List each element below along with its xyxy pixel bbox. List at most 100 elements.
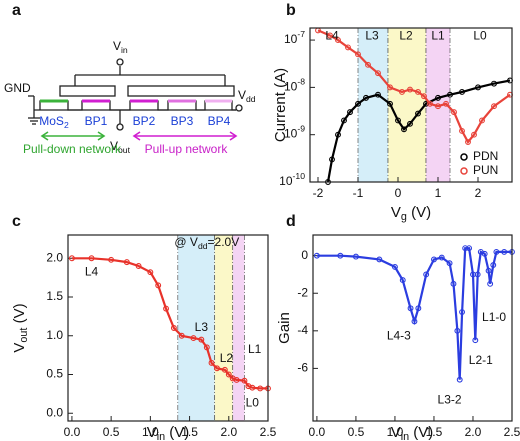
point	[355, 51, 361, 58]
annotation: L4	[325, 29, 339, 43]
point	[190, 335, 197, 342]
legend-marker	[460, 167, 468, 175]
point	[465, 139, 471, 145]
point	[387, 100, 393, 107]
point	[375, 70, 381, 77]
point	[474, 271, 481, 278]
band	[388, 28, 426, 182]
y-tick-label: 1.0	[46, 328, 63, 342]
point	[487, 280, 494, 287]
legend-marker	[460, 153, 468, 161]
point	[327, 32, 333, 39]
point	[178, 332, 185, 339]
point	[147, 269, 154, 276]
y-tick-label: 0.0	[46, 405, 63, 419]
annotation: L4	[85, 264, 99, 278]
point	[241, 377, 248, 384]
point	[363, 94, 369, 101]
point	[459, 89, 465, 95]
point	[329, 156, 335, 163]
point	[375, 91, 381, 98]
channel-label: BP2	[133, 114, 156, 128]
point	[335, 131, 341, 138]
point	[421, 93, 427, 100]
point	[225, 371, 232, 378]
point	[170, 325, 177, 331]
point	[479, 117, 485, 124]
point	[443, 100, 449, 107]
point	[399, 277, 406, 284]
y-tick-label: 10-10​	[279, 171, 305, 188]
point	[395, 117, 401, 124]
x-tick-label: 1	[435, 186, 442, 200]
annotation: L0	[473, 29, 487, 43]
point	[450, 280, 457, 287]
point	[475, 84, 481, 91]
x-tick-label: 0.0	[64, 425, 81, 439]
y-axis-label: Gain	[276, 312, 293, 344]
point	[341, 117, 347, 124]
y-tick-label: 10-8​	[284, 77, 305, 94]
point	[472, 337, 479, 344]
panel-label: a	[12, 2, 21, 19]
point	[345, 44, 351, 51]
channel-label: BP4	[208, 114, 231, 128]
x-tick-label: 1.5	[426, 425, 443, 439]
point	[415, 110, 421, 117]
point	[451, 109, 457, 116]
point	[203, 344, 210, 351]
point	[493, 248, 500, 255]
point	[123, 259, 130, 266]
band	[214, 235, 233, 421]
point	[415, 89, 421, 95]
vin-label: Vin​	[113, 39, 128, 55]
point	[490, 262, 497, 269]
x-axis-label: Vg (V)	[391, 204, 431, 223]
band	[358, 28, 388, 182]
point	[208, 359, 215, 366]
point	[485, 267, 492, 274]
channel-label: BP3	[171, 114, 194, 128]
point	[155, 282, 162, 289]
x-tick-label: 0.0	[309, 425, 326, 439]
vdd-label: Vdd​	[238, 88, 256, 104]
x-axis-label: Vin (V)	[391, 424, 434, 441]
x-tick-label: 1.5	[181, 425, 198, 439]
x-tick-label: 1.0	[142, 425, 159, 439]
point	[435, 103, 441, 110]
y-tick-label: 1.5	[46, 289, 63, 303]
annotation: L4-3	[387, 329, 411, 343]
point	[462, 245, 469, 252]
point	[88, 255, 95, 262]
x-tick-label: 2.0	[465, 425, 482, 439]
y-tick-label: 10-7​	[284, 29, 305, 46]
circuit-diagram	[28, 58, 243, 141]
point	[466, 245, 473, 252]
point	[365, 61, 371, 68]
x-tick-label: 2	[475, 186, 482, 200]
point	[446, 260, 453, 267]
point	[415, 305, 422, 312]
pull-down-label: Pull-down network	[23, 142, 122, 156]
x-tick-label: 2.5	[260, 425, 277, 439]
band	[177, 235, 215, 421]
point	[399, 89, 405, 95]
point	[221, 366, 228, 373]
point	[435, 94, 441, 101]
x-tick-label: 1.0	[387, 425, 404, 439]
x-tick-label: -1	[353, 186, 364, 200]
point	[391, 263, 398, 270]
point	[163, 305, 169, 312]
y-tick-label: 0.5	[46, 367, 63, 381]
point	[431, 256, 437, 263]
x-tick-label: 2.5	[504, 425, 520, 439]
legend-label: PDN	[473, 149, 498, 163]
gnd-label: GND	[4, 81, 31, 95]
point	[376, 256, 383, 263]
point	[387, 84, 393, 91]
annotation: L2	[399, 29, 413, 43]
annotation: L1	[248, 342, 262, 356]
panel-label: d	[286, 213, 296, 230]
plot-frame	[312, 234, 513, 422]
